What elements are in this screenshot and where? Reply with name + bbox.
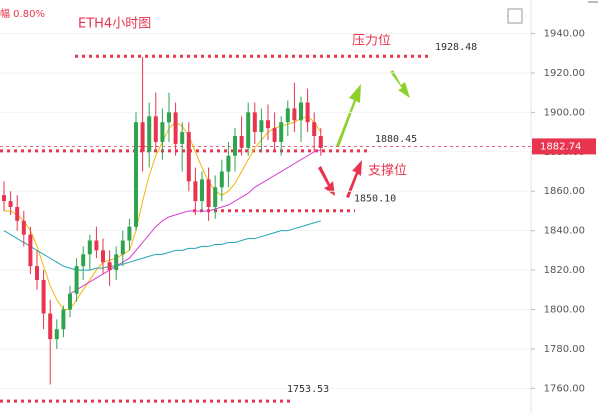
candle-body: [120, 240, 125, 255]
chart-title: ETH4小时图: [78, 17, 151, 32]
candle-body: [94, 240, 99, 251]
y-tick-label: 1920.00: [544, 68, 585, 79]
candle-body: [200, 179, 204, 202]
candle-body: [134, 122, 138, 227]
level-label: 1880.45: [375, 134, 417, 145]
candle-body: [213, 187, 218, 207]
candle-body: [279, 122, 284, 142]
up-arrow-red: [346, 160, 362, 198]
candle-body: [180, 132, 185, 144]
candle-body: [233, 136, 237, 156]
candle-body: [48, 313, 53, 340]
candle-body: [87, 240, 92, 255]
candle-body: [252, 112, 257, 133]
y-tick-label: 1820.00: [544, 265, 585, 276]
level-label: 1928.48: [435, 42, 477, 53]
candle-body: [15, 207, 20, 221]
candle-body: [107, 262, 112, 271]
up-arrow: [336, 84, 361, 147]
candle-body: [153, 116, 158, 142]
candle-body: [147, 116, 152, 152]
y-tick-label: 1800.00: [544, 305, 585, 316]
expand-icon[interactable]: [507, 8, 523, 24]
candle-body: [299, 102, 303, 121]
candle-body: [193, 181, 198, 202]
candle-body: [21, 220, 26, 235]
candle-body: [74, 266, 79, 294]
down-arrow-green: [390, 70, 410, 98]
candle-body: [292, 108, 297, 121]
arrows: [318, 70, 410, 198]
candle-body: [2, 195, 6, 202]
candle-body: [239, 136, 244, 148]
candle-body: [272, 128, 277, 142]
candle-body: [318, 136, 323, 148]
candle-body: [41, 279, 46, 314]
level-label: 1850.10: [354, 194, 396, 205]
support-label: 支撑位: [368, 164, 407, 179]
level-label: 1753.53: [287, 384, 329, 395]
candle-body: [173, 112, 178, 144]
ma-line: [3, 220, 321, 271]
candle-body: [219, 171, 224, 188]
candle-body: [114, 254, 119, 271]
candle-body: [61, 309, 66, 330]
y-tick-label: 1900.00: [544, 107, 585, 118]
candle-body: [68, 293, 72, 310]
last-price-tag: [532, 138, 596, 155]
candle-body: [140, 122, 145, 152]
candle-body: [206, 179, 211, 207]
candle-body: [101, 250, 105, 263]
candle-body: [8, 201, 13, 207]
candle-body: [28, 234, 33, 267]
y-tick-label: 1760.00: [544, 383, 585, 394]
candle-body: [54, 329, 59, 340]
candle-body: [285, 108, 290, 123]
down-arrow-red: [318, 166, 335, 196]
candle-body: [305, 102, 310, 123]
header-text: 幅 0.80%: [0, 7, 45, 20]
last-price-label: 1882.74: [540, 141, 581, 152]
candle-body: [259, 120, 264, 133]
candle-body: [81, 254, 86, 267]
y-tick-label: 1860.00: [544, 186, 585, 197]
candle-body: [226, 155, 231, 172]
resistance-label: 压力位: [352, 34, 391, 49]
candle-body: [246, 112, 251, 148]
y-tick-label: 1780.00: [544, 344, 585, 355]
candle-body: [127, 226, 132, 241]
y-tick-label: 1940.00: [544, 29, 585, 40]
candle-body: [312, 122, 317, 137]
y-tick-label: 1840.00: [544, 226, 585, 237]
candle-body: [186, 132, 191, 182]
candle-body: [266, 120, 270, 129]
candle-body: [167, 112, 171, 123]
candle-body: [35, 266, 39, 280]
candle-body: [160, 122, 165, 142]
